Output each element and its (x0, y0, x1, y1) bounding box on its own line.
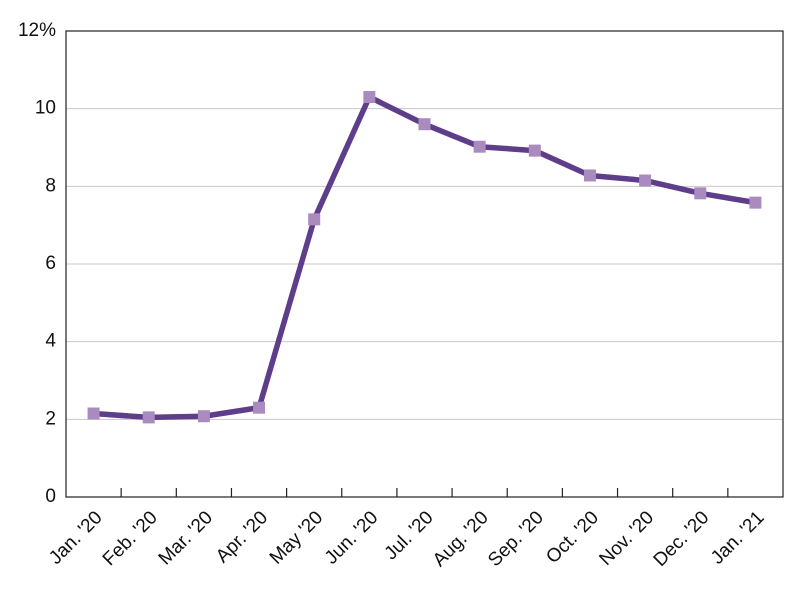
series-line (93, 94, 756, 421)
x-tick-label: Oct. '20 (542, 507, 603, 568)
x-tick-label: Jan. '21 (707, 507, 768, 568)
x-tick-label: Dec. '20 (650, 507, 714, 571)
marker (528, 144, 541, 157)
y-tick-label: 4 (45, 331, 56, 352)
y-tick-label: 2 (45, 408, 56, 429)
y-tick-label: 8 (45, 175, 56, 196)
y-tick-label: 0 (45, 486, 56, 507)
x-tick-label: Sep. '20 (484, 507, 548, 571)
marker (473, 140, 486, 153)
marker (197, 410, 210, 423)
marker (142, 411, 155, 424)
marker (639, 174, 652, 187)
x-tick-label: Mar. '20 (155, 507, 217, 569)
marker (87, 407, 100, 420)
x-tick-label: Jun. '20 (321, 507, 382, 568)
x-tick-label: Jan. '20 (45, 507, 106, 568)
plot-frame (65, 30, 784, 498)
marker (583, 169, 596, 182)
marker (363, 91, 376, 104)
x-tick-label: Feb. '20 (99, 507, 162, 570)
x-tick-label: Nov. '20 (595, 507, 658, 570)
x-tick-label: Apr. '20 (212, 507, 272, 567)
marker (253, 401, 266, 414)
y-tick-label: 6 (45, 253, 56, 274)
marker (694, 187, 707, 200)
marker (418, 118, 431, 131)
x-tick-label: Aug. '20 (429, 507, 493, 571)
marker (308, 213, 321, 226)
x-tick-label: May '20 (266, 507, 327, 568)
y-tick-label: 10 (35, 98, 56, 119)
marker (749, 196, 762, 209)
y-tick-label: 12% (18, 20, 56, 41)
